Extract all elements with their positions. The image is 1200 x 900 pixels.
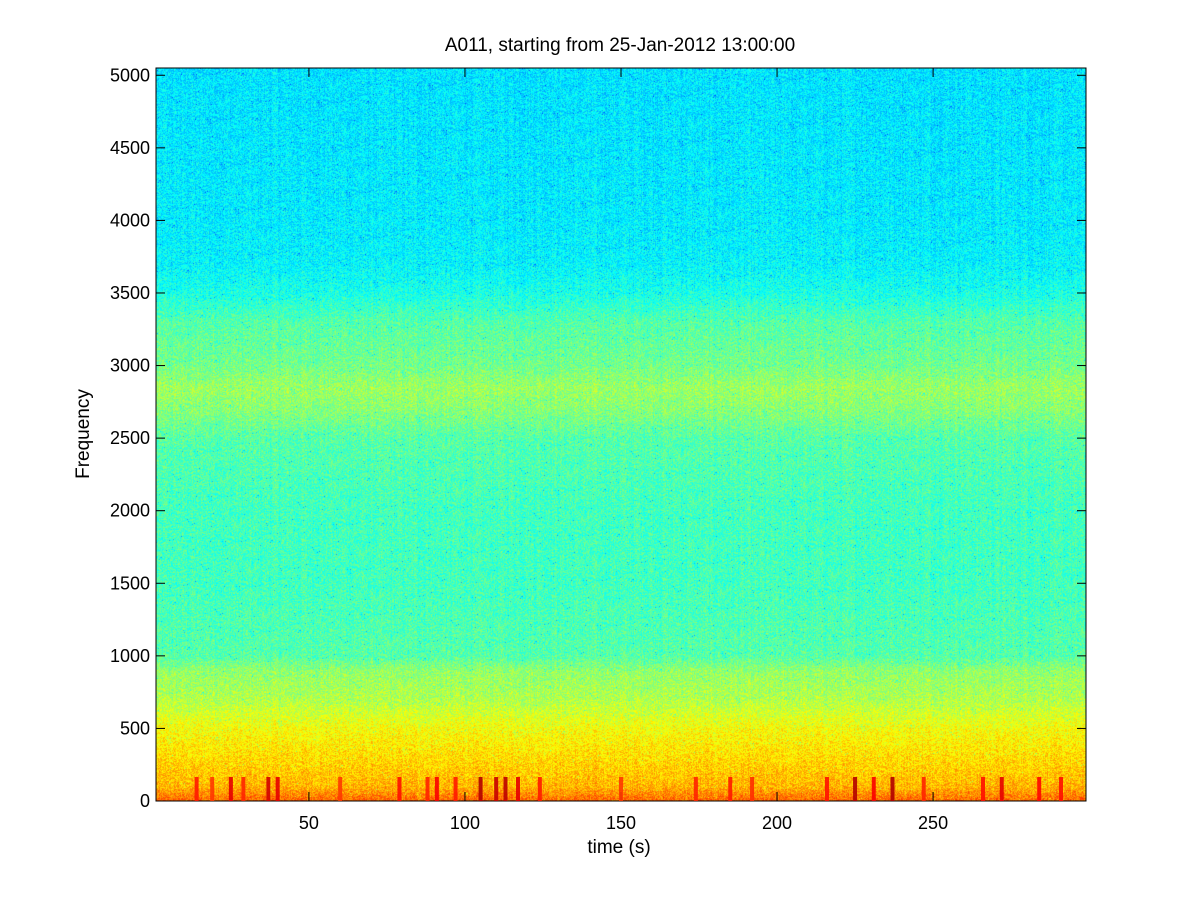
burst-mark <box>397 777 402 801</box>
burst-mark <box>619 777 623 801</box>
x-axis: 50 100 150 200 250 <box>299 68 948 833</box>
burst-mark <box>266 777 271 801</box>
x-tick-label: 250 <box>918 813 948 833</box>
y-tick-label: 3500 <box>110 283 150 303</box>
y-tick-label: 1000 <box>110 646 150 666</box>
y-tick-label: 4000 <box>110 210 150 230</box>
x-tick-label: 100 <box>450 813 480 833</box>
y-axis: 0 500 1000 1500 2000 2500 3000 3500 4000 4500 5000 <box>110 65 1086 811</box>
burst-mark <box>241 777 246 801</box>
burst-mark <box>434 777 439 801</box>
spectrogram-image <box>156 68 1086 801</box>
burst-mark <box>1037 777 1042 801</box>
burst-mark <box>275 777 280 801</box>
burst-mark <box>853 777 858 801</box>
burst-mark <box>228 777 233 801</box>
x-tick-label: 50 <box>299 813 319 833</box>
burst-mark <box>537 777 542 801</box>
burst-mark <box>728 777 733 801</box>
burst-mark <box>516 777 521 801</box>
burst-mark <box>453 777 458 801</box>
y-tick-label: 500 <box>120 718 150 738</box>
y-tick-label: 3000 <box>110 356 150 376</box>
x-axis-label: time (s) <box>587 837 650 858</box>
x-tick-label: 200 <box>762 813 792 833</box>
x-tick-label: 150 <box>606 813 636 833</box>
burst-mark <box>999 777 1004 801</box>
y-tick-label: 2500 <box>110 428 150 448</box>
burst-mark <box>750 777 755 801</box>
y-tick-label: 1500 <box>110 573 150 593</box>
y-tick-label: 4500 <box>110 138 150 158</box>
burst-mark <box>871 777 876 801</box>
burst-mark <box>921 777 926 801</box>
y-tick-label: 0 <box>140 791 150 811</box>
burst-mark <box>503 777 508 801</box>
burst-mark <box>210 777 215 801</box>
burst-mark <box>425 777 430 801</box>
burst-mark <box>693 777 698 801</box>
burst-mark <box>981 777 986 801</box>
burst-mark <box>478 777 483 801</box>
y-axis-label: Frequency <box>73 389 94 479</box>
y-tick-label: 2000 <box>110 501 150 521</box>
burst-mark <box>494 777 499 801</box>
burst-mark <box>824 777 829 801</box>
burst-mark <box>1059 777 1064 801</box>
burst-mark <box>890 777 895 801</box>
y-tick-label: 5000 <box>110 65 150 85</box>
burst-mark <box>338 777 343 801</box>
chart-title: A011, starting from 25-Jan-2012 13:00:00 <box>445 35 795 56</box>
burst-mark <box>194 777 199 801</box>
